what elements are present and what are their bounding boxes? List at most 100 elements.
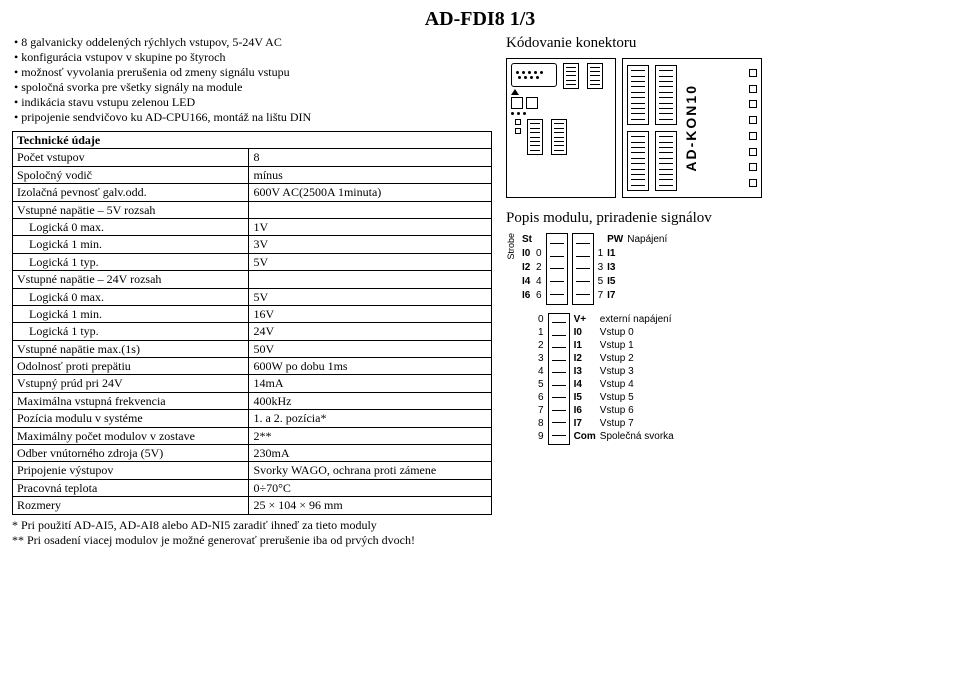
signal-label: 1: [598, 247, 604, 261]
connector-module-small: [506, 58, 616, 198]
right-column: Kódovanie konektoru: [506, 35, 948, 445]
signal-label: V+: [574, 313, 596, 326]
signal-label: Com: [574, 430, 596, 443]
spec-table: Technické údaje Počet vstupov8Spoločný v…: [12, 131, 492, 515]
module-label: AD-KON10: [683, 84, 699, 172]
spec-key: Logická 0 max.: [13, 288, 249, 305]
spec-value: 400kHz: [249, 392, 492, 409]
signal-label: 4: [536, 275, 542, 289]
terminal-strip-icon: [546, 233, 568, 305]
signal-label: 7: [598, 289, 604, 303]
table-row: Vstupné napätie max.(1s)50V: [13, 340, 492, 357]
spec-key: Odber vnútorného zdroja (5V): [13, 445, 249, 462]
signal-label: 6: [536, 289, 542, 303]
spec-key: Vstupné napätie – 5V rozsah: [13, 201, 249, 218]
signal-label: [536, 233, 542, 247]
table-row: Odolnosť proti prepätiu600W po dobu 1ms: [13, 358, 492, 375]
signal-label: 3: [538, 352, 544, 365]
spec-key: Logická 1 typ.: [13, 323, 249, 340]
signal-desc: [627, 247, 667, 261]
spec-value: mínus: [249, 166, 492, 183]
dip-block-icon: [627, 131, 649, 191]
spec-value: 14mA: [249, 375, 492, 392]
footnote-1: * Pri použití AD-AI5, AD-AI8 alebo AD-NI…: [12, 518, 492, 533]
signal-label: PW: [607, 233, 623, 247]
signal-label: 2: [538, 339, 544, 352]
signal-label: 9: [538, 430, 544, 443]
spec-key: Pripojenie výstupov: [13, 462, 249, 479]
table-row: Logická 1 min.3V: [13, 236, 492, 253]
spec-key: Pozícia modulu v systéme: [13, 410, 249, 427]
signal-label: I3: [607, 261, 623, 275]
spec-value: 2**: [249, 427, 492, 444]
connector-module-big: AD-KON10: [622, 58, 762, 198]
signal-label: I5: [574, 391, 596, 404]
page-title: AD-FDI8 1/3: [12, 8, 948, 31]
connector-figure: AD-KON10: [506, 58, 948, 198]
table-row: Maximálna vstupná frekvencia400kHz: [13, 392, 492, 409]
spec-value: 50V: [249, 340, 492, 357]
spec-key: Maximálna vstupná frekvencia: [13, 392, 249, 409]
dip-block-icon: [655, 65, 677, 125]
signal-label: I0: [522, 247, 532, 261]
spec-value: 8: [249, 149, 492, 166]
signal-label: 2: [536, 261, 542, 275]
signal-label: Vstup 3: [600, 365, 674, 378]
spec-value: Svorky WAGO, ochrana proti zámene: [249, 462, 492, 479]
spec-key: Pracovná teplota: [13, 479, 249, 496]
spec-key: Vstupné napätie – 24V rozsah: [13, 271, 249, 288]
signal-label: St: [522, 233, 532, 247]
heading-popis: Popis modulu, priradenie signálov: [506, 210, 948, 227]
signal-label: 6: [538, 391, 544, 404]
footnotes: * Pri použití AD-AI5, AD-AI8 alebo AD-NI…: [12, 518, 492, 548]
feature-bullets: 8 galvanicky oddelených rýchlych vstupov…: [12, 35, 492, 125]
strip-row-top: [563, 63, 603, 89]
signal-desc: [627, 289, 667, 303]
table-row: Vstupný prúd pri 24V14mA: [13, 375, 492, 392]
spec-header: Technické údaje: [13, 132, 492, 149]
square-column: [749, 65, 757, 191]
signal-label: Vstup 1: [600, 339, 674, 352]
signal-label: Vstup 6: [600, 404, 674, 417]
spec-key: Logická 1 min.: [13, 236, 249, 253]
signal-label: I7: [607, 289, 623, 303]
table-row: Odber vnútorného zdroja (5V)230mA: [13, 445, 492, 462]
spec-value: 5V: [249, 253, 492, 270]
signal-label: Společná svorka: [600, 430, 674, 443]
signal-label: I0: [574, 326, 596, 339]
signal-label: I2: [574, 352, 596, 365]
signal-label: I4: [574, 378, 596, 391]
spec-value: 0÷70°C: [249, 479, 492, 496]
dip-block-icon: [655, 131, 677, 191]
table-row: Rozmery25 × 104 × 96 mm: [13, 497, 492, 514]
signal-label: Vstup 5: [600, 391, 674, 404]
two-column-layout: 8 galvanicky oddelených rýchlych vstupov…: [12, 35, 948, 548]
feature-bullet: 8 galvanicky oddelených rýchlych vstupov…: [14, 35, 492, 50]
signal-label: 4: [538, 365, 544, 378]
table-row: Pripojenie výstupovSvorky WAGO, ochrana …: [13, 462, 492, 479]
spec-key: Maximálny počet modulov v zostave: [13, 427, 249, 444]
signal-label: 7: [538, 404, 544, 417]
signal-label: I4: [522, 275, 532, 289]
db9-port-icon: [511, 63, 557, 87]
table-row: Pozícia modulu v systéme1. a 2. pozícia*: [13, 410, 492, 427]
table-row: Vstupné napätie – 5V rozsah: [13, 201, 492, 218]
footnote-2: ** Pri osadení viacej modulov je možné g…: [12, 533, 492, 548]
spec-key: Vstupné napätie max.(1s): [13, 340, 249, 357]
pad-row: [511, 97, 557, 109]
signal-label: 0: [536, 247, 542, 261]
signal-label: I2: [522, 261, 532, 275]
spec-value: 1V: [249, 218, 492, 235]
signal-label: I6: [522, 289, 532, 303]
signal-label: 0: [538, 313, 544, 326]
spec-value: 600W po dobu 1ms: [249, 358, 492, 375]
signal-label: I5: [607, 275, 623, 289]
signal-label: 3: [598, 261, 604, 275]
triangle-icon: [511, 89, 519, 95]
signal-label: Vstup 0: [600, 326, 674, 339]
spec-value: 3V: [249, 236, 492, 253]
signal-desc: [627, 261, 667, 275]
table-row: Pracovná teplota0÷70°C: [13, 479, 492, 496]
dip-block-icon: [627, 65, 649, 125]
spec-key: Počet vstupov: [13, 149, 249, 166]
